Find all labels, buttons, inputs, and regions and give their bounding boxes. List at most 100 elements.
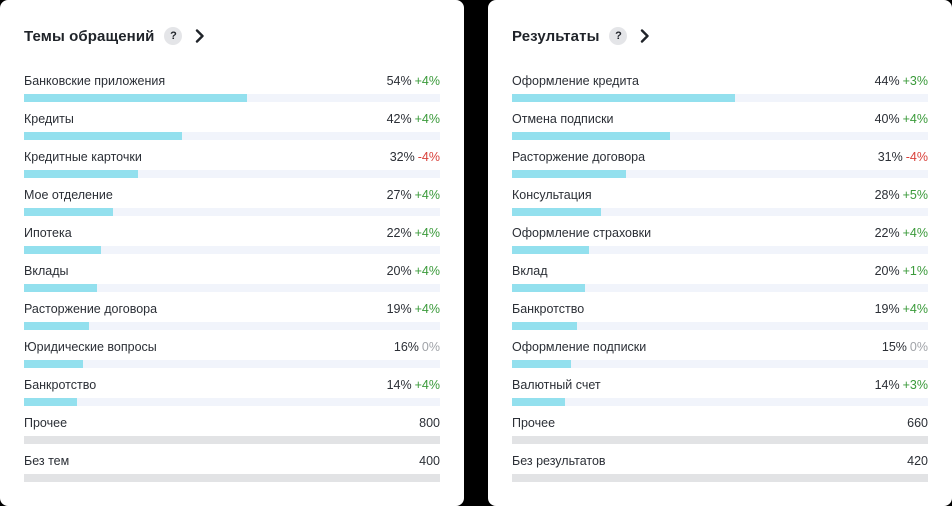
progress-track: [24, 94, 440, 102]
progress-fill: [512, 398, 565, 406]
list-item[interactable]: Банкротство 14% +4%: [24, 376, 440, 414]
item-label: Валютный счет: [512, 378, 601, 392]
item-percent: 44%: [874, 74, 900, 88]
list-item[interactable]: Вклады 20% +4%: [24, 262, 440, 300]
progress-fill: [24, 208, 113, 216]
item-label: Банковские приложения: [24, 74, 166, 88]
results-card: Результаты ? Оформление кредита 44% +3% Отм…: [488, 0, 952, 506]
card-title: Результаты: [512, 27, 600, 45]
help-icon[interactable]: ?: [609, 27, 628, 45]
item-count: 400: [419, 454, 440, 468]
item-delta: +4%: [902, 226, 928, 240]
item-label: Кредиты: [24, 112, 74, 126]
item-percent: 32%: [389, 150, 415, 164]
item-label: Расторжение договора: [512, 150, 646, 164]
item-delta: -4%: [905, 150, 928, 164]
topics-card-header: Темы обращений ?: [24, 25, 208, 47]
list-item-summary[interactable]: Прочее 660: [512, 414, 928, 452]
list-item[interactable]: Оформление страховки 22% +4%: [512, 224, 928, 262]
list-item-summary[interactable]: Прочее 800: [24, 414, 440, 452]
list-item[interactable]: Кредиты 42% +4%: [24, 110, 440, 148]
item-percent: 54%: [386, 74, 412, 88]
item-percent: 28%: [874, 188, 900, 202]
card-title: Темы обращений: [24, 27, 155, 45]
progress-fill: [24, 284, 97, 292]
chevron-right-icon[interactable]: [192, 27, 208, 45]
list-item[interactable]: Оформление кредита 44% +3%: [512, 72, 928, 110]
item-percent: 14%: [874, 378, 900, 392]
progress-track: [512, 360, 928, 368]
list-item[interactable]: Отмена подписки 40% +4%: [512, 110, 928, 148]
item-percent: 40%: [874, 112, 900, 126]
item-delta: 0%: [421, 340, 440, 354]
item-delta: +5%: [902, 188, 928, 202]
progress-fill: [512, 284, 585, 292]
progress-track: [512, 132, 928, 140]
list-item[interactable]: Кредитные карточки 32% -4%: [24, 148, 440, 186]
item-value: 14% +3%: [875, 378, 928, 392]
list-item[interactable]: Мое отделение 27% +4%: [24, 186, 440, 224]
progress-fill: [24, 398, 77, 406]
progress-track: [512, 398, 928, 406]
progress-fill: [24, 170, 138, 178]
progress-track: [512, 474, 928, 482]
item-delta: 0%: [909, 340, 928, 354]
list-item[interactable]: Банкротство 19% +4%: [512, 300, 928, 338]
results-list: Оформление кредита 44% +3% Отмена подписки 4…: [512, 72, 928, 490]
item-percent: 19%: [874, 302, 900, 316]
item-delta: +4%: [414, 302, 440, 316]
progress-track: [24, 474, 440, 482]
item-label: Консультация: [512, 188, 592, 202]
progress-track: [512, 436, 928, 444]
list-item[interactable]: Расторжение договора 31% -4%: [512, 148, 928, 186]
topics-card: Темы обращений ? Банковские приложения 54…: [0, 0, 464, 506]
list-item[interactable]: Ипотека 22% +4%: [24, 224, 440, 262]
item-delta: +3%: [902, 378, 928, 392]
help-icon[interactable]: ?: [164, 27, 183, 45]
list-item[interactable]: Оформление подписки 15% 0%: [512, 338, 928, 376]
item-value: 42% +4%: [387, 112, 440, 126]
item-label: Расторжение договора: [24, 302, 158, 316]
item-value: 40% +4%: [875, 112, 928, 126]
item-delta: +4%: [414, 226, 440, 240]
progress-fill: [512, 170, 626, 178]
item-value: 22% +4%: [387, 226, 440, 240]
item-value: 27% +4%: [387, 188, 440, 202]
item-value: 44% +3%: [875, 74, 928, 88]
item-value: 32% -4%: [390, 150, 440, 164]
list-item[interactable]: Вклад 20% +1%: [512, 262, 928, 300]
progress-fill: [512, 208, 601, 216]
item-percent: 31%: [877, 150, 903, 164]
progress-track: [512, 246, 928, 254]
item-value: 19% +4%: [387, 302, 440, 316]
item-value: 16% 0%: [394, 340, 440, 354]
item-label: Прочее: [512, 416, 556, 430]
item-count: 800: [419, 416, 440, 430]
item-delta: +4%: [414, 264, 440, 278]
list-item[interactable]: Юридические вопросы 16% 0%: [24, 338, 440, 376]
chevron-right-icon[interactable]: [637, 27, 653, 45]
results-card-header: Результаты ?: [512, 25, 653, 47]
item-label: Вклады: [24, 264, 69, 278]
list-item-summary[interactable]: Без тем 400: [24, 452, 440, 490]
item-delta: +4%: [414, 378, 440, 392]
item-value: 20% +4%: [387, 264, 440, 278]
progress-fill: [512, 322, 577, 330]
item-percent: 15%: [881, 340, 907, 354]
item-delta: +1%: [902, 264, 928, 278]
list-item[interactable]: Расторжение договора 19% +4%: [24, 300, 440, 338]
list-item[interactable]: Банковские приложения 54% +4%: [24, 72, 440, 110]
list-item[interactable]: Консультация 28% +5%: [512, 186, 928, 224]
item-label: Кредитные карточки: [24, 150, 142, 164]
item-value: 31% -4%: [878, 150, 928, 164]
progress-track: [512, 208, 928, 216]
item-value: 28% +5%: [875, 188, 928, 202]
item-value: 54% +4%: [387, 74, 440, 88]
item-delta: +4%: [902, 112, 928, 126]
progress-fill: [24, 322, 89, 330]
progress-track: [24, 436, 440, 444]
list-item-summary[interactable]: Без результатов 420: [512, 452, 928, 490]
progress-track: [24, 132, 440, 140]
item-percent: 20%: [386, 264, 412, 278]
list-item[interactable]: Валютный счет 14% +3%: [512, 376, 928, 414]
